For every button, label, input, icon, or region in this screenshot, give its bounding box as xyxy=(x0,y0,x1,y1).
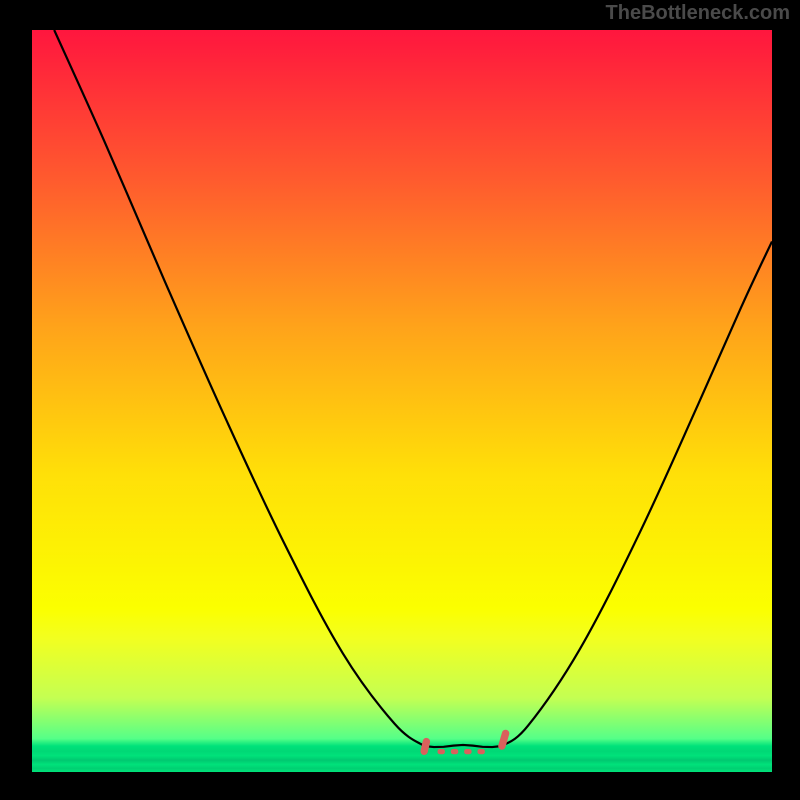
chart-frame: TheBottleneck.com xyxy=(0,0,800,800)
bottom-marks xyxy=(424,733,505,754)
gradient-background xyxy=(32,30,772,772)
plot-area xyxy=(32,30,772,772)
bottleneck-curve xyxy=(54,30,772,747)
chart-svg xyxy=(32,30,772,772)
watermark-text: TheBottleneck.com xyxy=(606,2,790,25)
